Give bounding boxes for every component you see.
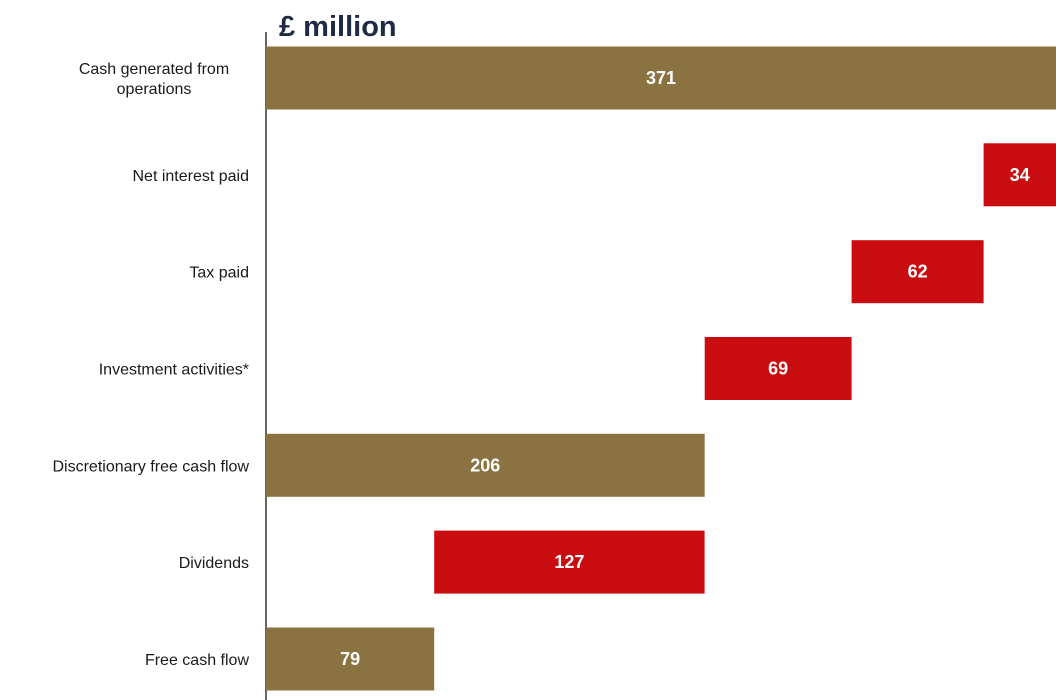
bar-5 — [434, 530, 705, 594]
category-label: Dividends — [179, 555, 249, 572]
bar-3 — [704, 337, 852, 400]
bar-1 — [983, 143, 1056, 207]
bar-value-label: 34 — [1010, 165, 1030, 185]
category-label-line: operations — [117, 81, 192, 98]
category-label: Tax paid — [189, 265, 249, 282]
bar-value-label: 79 — [340, 649, 360, 669]
category-label-line: Cash generated from — [79, 61, 229, 78]
bar-value-label: 127 — [554, 552, 584, 572]
category-label: Cash generated from operations — [79, 61, 229, 98]
category-labels-group: Cash generated from operations Net interes… — [52, 61, 249, 669]
bar-2 — [851, 240, 984, 304]
category-label: Net interest paid — [132, 168, 249, 185]
bar-6 — [266, 627, 435, 691]
category-label: Free cash flow — [145, 652, 249, 669]
bar-value-label: 69 — [768, 359, 788, 379]
bar-value-label: 206 — [470, 455, 500, 475]
value-labels-group: 371 34 62 69 206 127 79 — [340, 68, 1030, 669]
category-label: Discretionary free cash flow — [52, 458, 249, 475]
category-label: Investment activities* — [99, 362, 249, 379]
unit-title: £ million — [279, 11, 397, 43]
bars-group — [266, 46, 1056, 691]
bar-value-label: 62 — [908, 262, 928, 282]
bar-0 — [266, 46, 1056, 110]
bar-4 — [266, 433, 705, 497]
bar-value-label: 371 — [646, 68, 676, 88]
